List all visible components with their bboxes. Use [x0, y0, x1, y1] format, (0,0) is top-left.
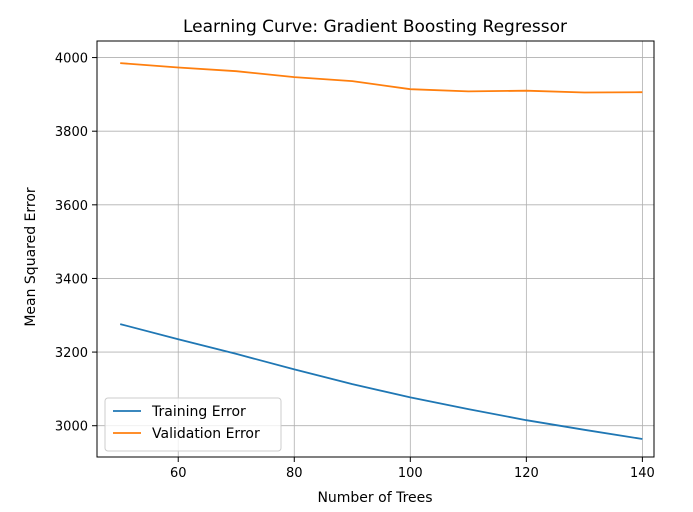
- y-tick-label: 3200: [55, 346, 88, 361]
- y-tick-label: 3400: [55, 272, 88, 287]
- legend-label-training-error: Training Error: [151, 404, 246, 420]
- y-tick-label: 3800: [55, 125, 88, 140]
- x-tick-label: 80: [286, 466, 303, 481]
- x-tick-label: 60: [170, 466, 187, 481]
- validation-error-line: [120, 62, 643, 94]
- chart-legend: Training Error Validation Error: [104, 397, 282, 452]
- x-tick-label: 120: [514, 466, 539, 481]
- training-error-line: [119, 323, 643, 440]
- plot-area-frame: [96, 40, 655, 458]
- y-tick-label: 4000: [55, 52, 88, 67]
- x-tick-label: 140: [630, 466, 655, 481]
- y-tick-label: 3600: [55, 199, 88, 214]
- x-axis-label: Number of Trees: [317, 490, 432, 506]
- legend-label-validation-error: Validation Error: [152, 426, 260, 442]
- axis-ticks: 60 80 100 120 140 3000 3200 3400 3600 3800 4000: [55, 52, 655, 481]
- y-tick-label: 3000: [55, 420, 88, 435]
- series-lines: [119, 62, 643, 440]
- legend-box: [104, 397, 282, 452]
- y-axis-label: Mean Squared Error: [23, 187, 39, 327]
- x-tick-label: 100: [398, 466, 423, 481]
- grid-lines: [97, 41, 654, 457]
- chart-title: Learning Curve: Gradient Boosting Regres…: [183, 17, 567, 37]
